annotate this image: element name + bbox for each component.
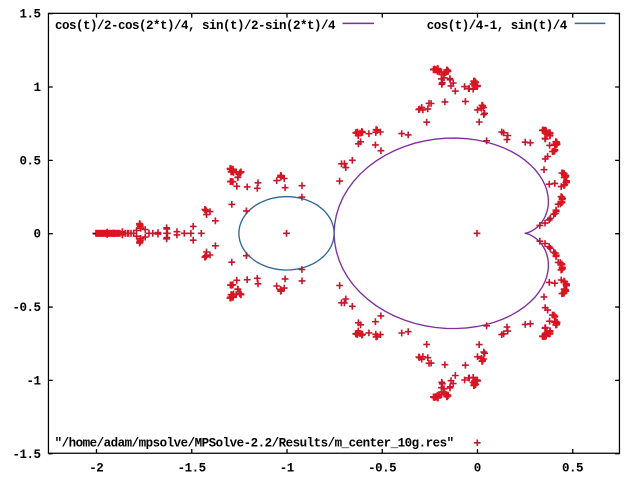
svg-text:0: 0 xyxy=(33,228,40,242)
svg-text:-1: -1 xyxy=(280,462,294,476)
svg-text:cos(t)/4-1, sin(t)/4: cos(t)/4-1, sin(t)/4 xyxy=(427,19,568,33)
svg-text:-0.5: -0.5 xyxy=(12,301,40,315)
svg-text:0: 0 xyxy=(474,462,481,476)
svg-text:-1: -1 xyxy=(26,374,40,388)
svg-text:1.5: 1.5 xyxy=(19,8,40,22)
svg-text:"/home/adam/mpsolve/MPSolve-2.: "/home/adam/mpsolve/MPSolve-2.2/Results/… xyxy=(55,437,454,451)
svg-text:-0.5: -0.5 xyxy=(368,462,396,476)
svg-text:-1.5: -1.5 xyxy=(12,448,40,462)
svg-text:0.5: 0.5 xyxy=(562,462,583,476)
svg-text:-2: -2 xyxy=(89,462,103,476)
svg-text:1: 1 xyxy=(33,81,40,95)
svg-text:0.5: 0.5 xyxy=(19,154,40,168)
svg-text:cos(t)/2-cos(2*t)/4, sin(t)/2-: cos(t)/2-cos(2*t)/4, sin(t)/2-sin(2*t)/4 xyxy=(55,19,336,33)
svg-text:-1.5: -1.5 xyxy=(178,462,206,476)
